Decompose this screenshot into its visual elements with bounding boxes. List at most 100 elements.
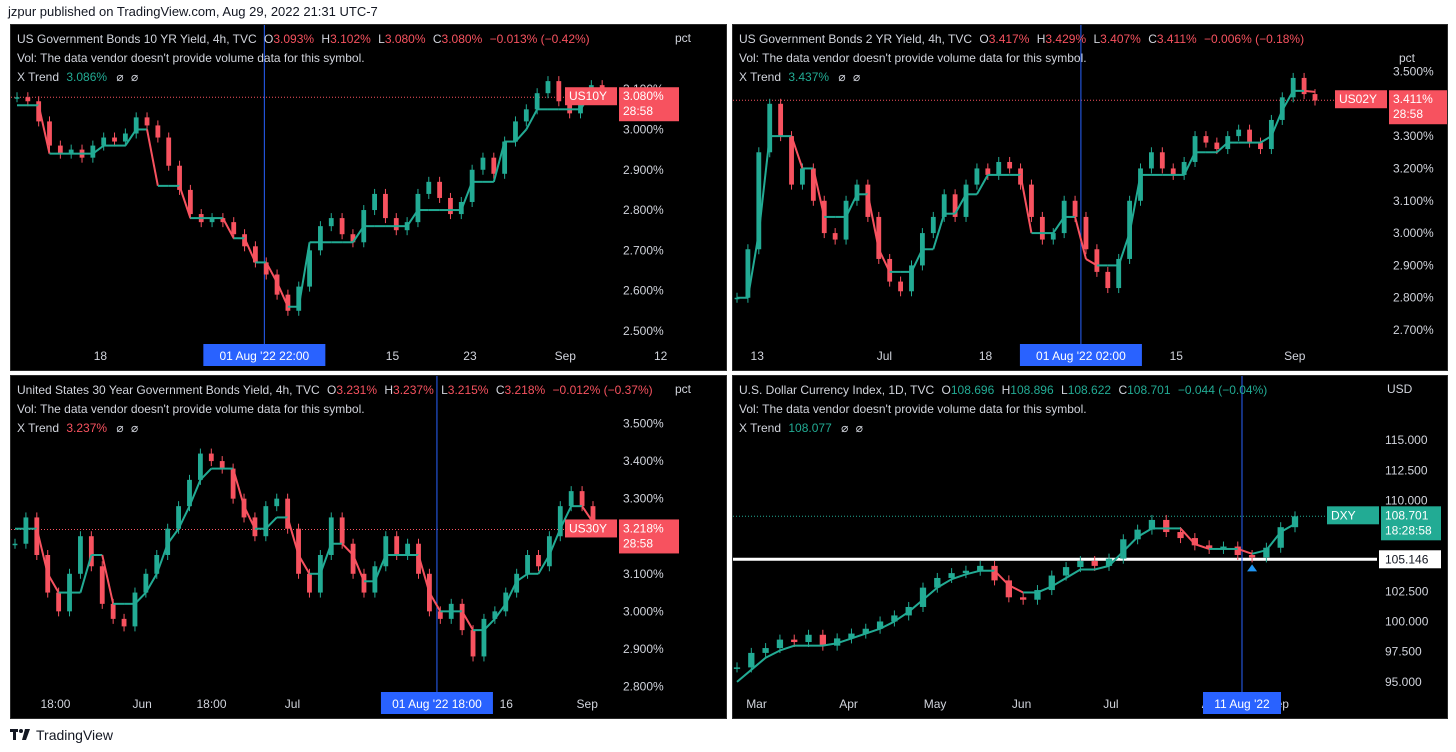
candle-body — [568, 491, 574, 507]
trend-line-segment — [1270, 109, 1284, 137]
candle-body — [415, 193, 421, 223]
settings-off-icon[interactable]: ⌀ — [853, 70, 861, 84]
trend-line-segment — [893, 610, 910, 623]
candle-body — [985, 168, 991, 175]
price-tick-label: 2.700% — [1393, 323, 1434, 337]
candle-body — [470, 630, 476, 657]
time-tick-label: 16 — [500, 697, 514, 711]
price-tick-label: 3.100% — [623, 567, 664, 581]
candle-body — [523, 109, 529, 122]
candle-body — [536, 555, 541, 567]
low-value: 3.407% — [1100, 32, 1141, 46]
candle-body — [361, 573, 367, 593]
trend-line-segment — [352, 554, 365, 582]
candle-body — [57, 145, 63, 154]
candle-body — [176, 506, 181, 529]
low-value: 108.622 — [1067, 383, 1112, 397]
crosshair-date-box: 01 Aug '22 02:00 — [1019, 344, 1142, 366]
candle-body — [556, 81, 562, 102]
candle-body — [991, 565, 998, 581]
candle-body — [56, 592, 62, 612]
trend-line-segment — [297, 554, 311, 575]
date-box-text: 01 Aug '22 22:00 — [219, 349, 309, 363]
chart-panel-us10y[interactable]: US Government Bonds 10 YR Yield, 4h, TVC… — [10, 24, 727, 371]
trend-line-segment — [146, 129, 159, 187]
candle-body — [1072, 200, 1078, 217]
price-tick-label: 2.500% — [623, 324, 664, 338]
chart-canvas[interactable]: 3.100%3.000%2.900%2.800%2.700%2.600%2.50… — [11, 25, 726, 370]
trend-line-segment — [845, 193, 858, 218]
chart-panel-us02y[interactable]: US Government Bonds 2 YR Yield, 4h, TVC … — [732, 24, 1448, 371]
candle-body — [448, 197, 453, 215]
trend-line-segment — [516, 572, 529, 583]
candle-body — [1048, 575, 1055, 591]
candle-body — [231, 222, 237, 235]
price-tick-label: 2.900% — [623, 642, 664, 656]
trend-line-segment — [537, 554, 551, 575]
candle-body — [296, 286, 302, 311]
trend-line-segment — [494, 603, 507, 620]
chart-panel-us30y[interactable]: United States 30 Year Government Bonds Y… — [10, 375, 727, 719]
eye-off-icon[interactable]: ⌀ — [116, 421, 124, 435]
settings-off-icon[interactable]: ⌀ — [131, 70, 139, 84]
time-tick-label: Apr — [839, 697, 858, 711]
symbol-title: United States 30 Year Government Bonds Y… — [17, 383, 320, 397]
candle-body — [1039, 216, 1045, 240]
candle-body — [143, 573, 149, 593]
chart-canvas[interactable]: 115.000 112.500 110.000 102.500 100.000 97.50… — [733, 376, 1447, 718]
settings-off-icon[interactable]: ⌀ — [131, 421, 139, 435]
trend-line-segment — [1108, 550, 1125, 567]
candle-body — [1248, 555, 1256, 558]
eye-off-icon[interactable]: ⌀ — [841, 421, 849, 435]
candle-body — [996, 161, 1002, 175]
trend-value: 108.077 — [788, 421, 832, 435]
candle-body — [165, 528, 171, 555]
trend-line-segment — [188, 479, 202, 507]
candle-body — [1247, 129, 1252, 143]
price-tick-label: 112.500 — [1385, 463, 1428, 477]
close-value: 108.701 — [1127, 383, 1171, 397]
volume-note: Vol: The data vendor doesn't provide vol… — [17, 402, 365, 416]
chart-legend: US Government Bonds 2 YR Yield, 4h, TVC … — [739, 32, 1305, 84]
chart-panel-dxy[interactable]: U.S. Dollar Currency Index, 1D, TVC O108… — [732, 375, 1448, 719]
candle-body — [263, 262, 269, 275]
trend-line-segment — [483, 618, 496, 631]
candle-body — [285, 498, 291, 529]
last-price-badge: US30Y 3.218%28:58 — [565, 519, 679, 554]
candle-body — [733, 667, 741, 669]
candle-body — [307, 250, 312, 287]
price-tick-label: 110.000 — [1385, 494, 1428, 508]
candle-body — [832, 233, 838, 240]
trend-line-segment — [1052, 216, 1065, 234]
chart-canvas[interactable]: 3.500% 3.400% 3.300% 3.100% 3.000% 2.900% 2.80… — [11, 376, 726, 718]
trend-line-segment — [35, 528, 49, 575]
trend-line-segment — [417, 554, 431, 593]
trend-line-segment — [1008, 584, 1024, 594]
candle-body — [1159, 152, 1165, 169]
settings-off-icon[interactable]: ⌀ — [855, 421, 863, 435]
trend-line-segment — [504, 580, 518, 605]
symbol-badge-text: US10Y — [569, 89, 607, 103]
candle-body — [941, 194, 947, 217]
eye-off-icon[interactable]: ⌀ — [116, 70, 124, 84]
candle-body — [502, 141, 508, 174]
time-tick-label: 12 — [654, 349, 668, 363]
chart-canvas[interactable]: 3.500% 3.300% 3.200% 3.100% 3.000% 2.900% 2.80… — [733, 25, 1447, 370]
price-unit: pct — [1399, 51, 1416, 65]
trend-line-segment — [1183, 151, 1196, 176]
high-value: 3.237% — [393, 383, 434, 397]
candle-body — [778, 103, 784, 137]
candle-body — [1290, 77, 1296, 98]
candle-body — [1149, 152, 1154, 169]
candle-body — [876, 621, 884, 629]
trend-line-segment — [276, 282, 289, 308]
trend-line-segment — [286, 517, 300, 556]
candle-body — [1236, 129, 1242, 137]
eye-off-icon[interactable]: ⌀ — [838, 70, 846, 84]
trend-line-segment — [373, 554, 387, 582]
change-value: −0.006% (−0.18%) — [1204, 32, 1305, 46]
candle-body — [1312, 94, 1318, 101]
time-tick-label: 23 — [463, 349, 477, 363]
candle-body — [36, 101, 42, 122]
candle-body — [898, 281, 903, 292]
